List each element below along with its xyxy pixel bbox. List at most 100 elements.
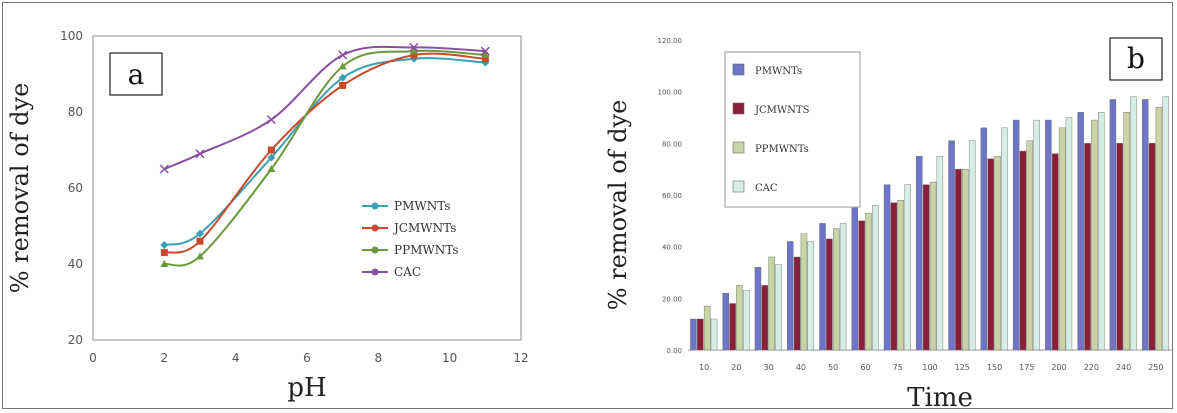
chart-b-y-axis-label: % removal of dye — [604, 100, 632, 311]
chart-b-category-label: 240 — [1116, 363, 1131, 372]
chart-b-bar — [1019, 150, 1027, 351]
chart-b-bar — [833, 228, 840, 351]
chart-b-bar — [839, 223, 847, 351]
chart-b-bar — [761, 285, 769, 351]
chart-b-ytick-label: 100.00 — [658, 89, 683, 97]
chart-b-bar — [1130, 96, 1137, 351]
chart-a-data-point — [480, 46, 490, 56]
chart-b-bar — [1084, 143, 1091, 351]
chart-a-xtick-label: 2 — [161, 351, 169, 365]
chart-b-category-label: 150 — [987, 363, 1002, 372]
chart-a-legend-label: JCMWNTs — [392, 221, 456, 235]
chart-b-bar — [987, 158, 994, 351]
chart-a-xtick-label: 12 — [513, 351, 528, 365]
chart-b-bar — [787, 241, 794, 351]
chart-a-ytick-label: 100 — [60, 29, 83, 43]
chart-a-data-point — [410, 51, 418, 59]
chart-b-bar — [1091, 119, 1098, 351]
chart-a-xtick-label: 4 — [232, 351, 240, 365]
chart-b-category-label: 200 — [1051, 363, 1066, 372]
chart-a-y-axis-label: % removal of dye — [6, 83, 34, 294]
chart-a-data-point — [481, 51, 490, 58]
chart-b-bar — [883, 184, 891, 351]
chart-b-bar — [890, 202, 898, 351]
chart-b-category-label: 75 — [893, 363, 903, 372]
chart-a-data-point — [266, 115, 276, 125]
chart-a-legend-label: PPMWNTs — [394, 243, 459, 257]
chart-b-bar — [1123, 112, 1130, 351]
chart-b-bar — [819, 223, 826, 351]
chart-b-category-label: 125 — [955, 363, 970, 372]
chart-a-ytick-label: 20 — [68, 333, 83, 347]
chart-b-ytick-label: 80.00 — [662, 140, 682, 148]
chart-b-category-label: 30 — [764, 363, 774, 372]
chart-a-ytick-label: 60 — [68, 181, 83, 195]
chart-a-xtick-label: 8 — [375, 351, 383, 365]
chart-b-category-label: 175 — [1019, 363, 1034, 372]
chart-b-bar — [962, 168, 969, 351]
chart-a-data-point — [338, 73, 347, 82]
chart-b-bar — [1077, 112, 1084, 351]
chart-a-data-point — [481, 55, 489, 63]
chart-a-legend-marker — [371, 246, 379, 254]
chart-b-category-label: 60 — [860, 363, 870, 372]
chart-b-bar — [800, 233, 808, 351]
chart-b-bar — [1058, 127, 1066, 351]
chart-b-bar — [768, 256, 775, 351]
chart-b-bar — [1065, 117, 1073, 351]
chart-a-data-point — [196, 237, 204, 245]
chart-b-bar — [1148, 143, 1156, 351]
chart-b-legend-box — [724, 51, 861, 208]
chart-a-data-point — [339, 81, 347, 89]
chart-a-data-point — [195, 149, 205, 159]
chart-b-bar — [1141, 99, 1149, 351]
chart-b-bar — [722, 292, 729, 351]
chart-a-data-point — [196, 229, 204, 238]
chart-b-bar — [1033, 119, 1040, 351]
chart-b-legend-label: JCMWNTS — [754, 105, 810, 116]
chart-b-legend-swatch — [732, 102, 745, 115]
chart-b-bar — [743, 290, 750, 351]
chart-b-bar — [690, 318, 697, 351]
chart-b-bar — [897, 199, 904, 351]
chart-b-bar — [872, 205, 879, 351]
chart-a-data-point — [267, 165, 276, 172]
chart-b-bar — [994, 156, 1001, 351]
chart-b-bar — [1026, 140, 1034, 351]
chart-a-ytick-label: 40 — [68, 257, 83, 271]
chart-a-x-axis-label: pH — [287, 373, 326, 403]
chart-b-ytick-label: 20.00 — [662, 295, 682, 303]
chart-b-bar — [904, 184, 911, 351]
chart-a-legend-marker — [371, 268, 379, 276]
chart-a-legend-marker — [371, 202, 379, 210]
chart-a-data-point — [160, 249, 168, 257]
chart-b-category-label: 100 — [922, 363, 937, 372]
chart-b-bar — [754, 267, 762, 351]
chart-b-category-label: 40 — [796, 363, 806, 372]
chart-a-data-point — [159, 164, 169, 174]
chart-b-legend-swatch — [732, 63, 745, 76]
chart-b-legend-swatch — [732, 180, 745, 193]
chart-a-legend-marker — [371, 224, 379, 232]
chart-b-category-label: 250 — [1148, 363, 1163, 372]
chart-b-bar — [826, 238, 833, 351]
chart-b-x-axis-label: Time — [907, 383, 973, 413]
chart-a-data-point — [410, 47, 418, 55]
chart-b-bar — [929, 181, 937, 351]
chart-a-ytick-label: 80 — [68, 105, 83, 119]
chart-b-bar — [922, 184, 930, 351]
chart-b-bar — [1052, 153, 1059, 351]
chart-b-bar — [793, 256, 801, 351]
chart-a-data-point — [267, 153, 276, 162]
chart-b-bar — [916, 156, 923, 351]
chart-b-legend-label: PPMWNTs — [755, 144, 809, 155]
chart-b-bar — [729, 303, 736, 351]
chart-b-bar — [1162, 96, 1169, 351]
chart-a-legend-label: CAC — [394, 265, 421, 279]
chart-b-ytick-label: 60.00 — [662, 192, 682, 200]
chart-b-legend-label: PMWNTs — [755, 66, 802, 77]
chart-a-data-point — [160, 260, 169, 267]
chart-a-data-point — [338, 50, 348, 60]
